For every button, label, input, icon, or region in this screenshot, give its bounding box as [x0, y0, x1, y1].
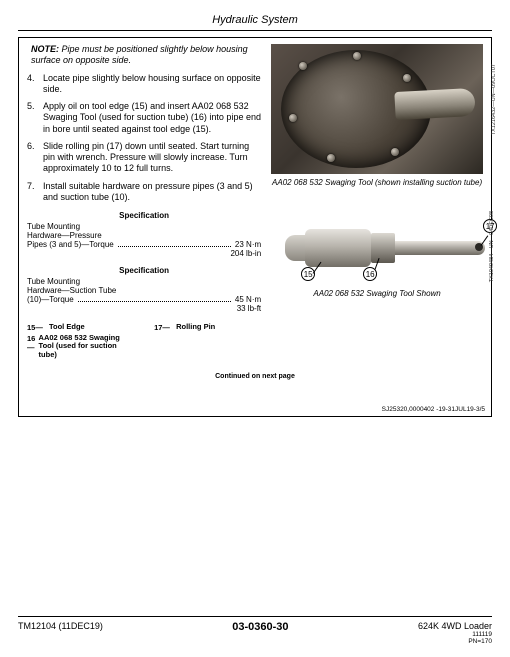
spec1-title: Specification [27, 211, 261, 220]
footer-left: TM12104 (11DEC19) [18, 621, 103, 631]
spec2-val2: 33 lb-ft [27, 304, 261, 313]
spec2-sub: Hardware—Suction Tube [27, 286, 261, 295]
legend-17-txt: Rolling Pin [176, 323, 215, 332]
spec2-dots [78, 296, 231, 302]
footer-right-sub2: PN=170 [418, 638, 492, 645]
step-7: Install suitable hardware on pressure pi… [27, 181, 261, 204]
spec1-dots [118, 241, 231, 247]
continued-label: Continued on next page [27, 373, 483, 380]
illustration-swaging-tool: 15 16 17 [271, 207, 483, 285]
legend-16-txt: AA02 068 532 Swaging Tool (used for suct… [39, 334, 135, 359]
photo-caption: AA02 068 532 Swaging Tool (shown install… [271, 178, 483, 187]
footer-right-main: 624K 4WD Loader [418, 621, 492, 631]
spec-block-2: Specification Tube Mounting Hardware—Suc… [27, 266, 261, 313]
content-frame: NOTE: Pipe must be positioned slightly b… [18, 37, 492, 417]
legend-16-num: 16— [27, 334, 39, 359]
legend-15-num: 15— [27, 323, 49, 332]
spec2-val1: 45 N·m [235, 295, 261, 304]
photo-installing [271, 44, 483, 174]
note-text: Pipe must be positioned slightly below h… [31, 44, 248, 65]
note-label: NOTE: [31, 44, 59, 54]
step-6: Slide rolling pin (17) down until seated… [27, 141, 261, 175]
spec2-label: (10)—Torque [27, 295, 74, 304]
photo-sidecode: TX1216432—UN—09OCT07 [491, 64, 497, 135]
illus-sidecode: TX1049484—UN—04DEC08 [489, 211, 495, 282]
section-header: Hydraulic System [18, 14, 492, 31]
spec1-val1: 23 N·m [235, 240, 261, 249]
page-footer: TM12104 (11DEC19) 03-0360-30 624K 4WD Lo… [18, 616, 492, 645]
step-5: Apply oil on tool edge (15) and insert A… [27, 101, 261, 135]
spec1-label: Pipes (3 and 5)—Torque [27, 240, 114, 249]
spec1-val2: 204 lb-in [27, 249, 261, 258]
legend-15-txt: Tool Edge [49, 323, 85, 332]
spec1-sub: Hardware—Pressure [27, 231, 261, 240]
step-4: Locate pipe slightly below housing surfa… [27, 73, 261, 96]
steps-list: Locate pipe slightly below housing surfa… [27, 73, 261, 204]
legend-17-num: 17— [154, 323, 176, 332]
frame-code: SJ25320,0000402 -19-31JUL19-3/5 [382, 406, 485, 413]
spec-block-1: Specification Tube Mounting Hardware—Pre… [27, 211, 261, 258]
spec2-group: Tube Mounting [27, 277, 261, 286]
footer-right-sub1: 111119 [418, 631, 492, 638]
legend: 15— Tool Edge 16— AA02 068 532 Swaging T… [27, 323, 261, 361]
footer-center: 03-0360-30 [232, 621, 288, 633]
spec1-group: Tube Mounting [27, 222, 261, 231]
spec2-title: Specification [27, 266, 261, 275]
note-box: NOTE: Pipe must be positioned slightly b… [27, 44, 261, 67]
illus-caption: AA02 068 532 Swaging Tool Shown [271, 289, 483, 298]
section-title: Hydraulic System [212, 14, 298, 26]
